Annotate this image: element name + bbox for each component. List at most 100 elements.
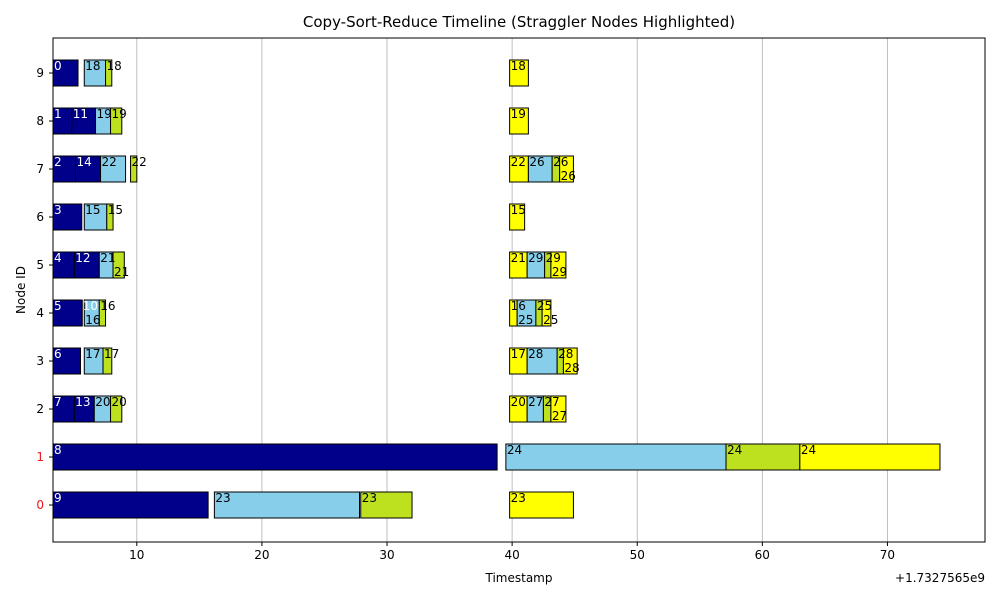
y-tick-label-5: 5 (36, 258, 44, 272)
bar-node7-sort-11 (100, 155, 127, 183)
bar-label-node5-25: 21 (511, 251, 526, 265)
bar-label-node4-32: 16 (100, 299, 115, 313)
bar-label-node7-14: 26 (529, 155, 544, 169)
bar-label-node8-5: 11 (73, 107, 88, 121)
x-tick-label-20: 20 (254, 548, 269, 562)
bar-label-node0-58: 23 (362, 491, 377, 505)
bar-label-node4-33: 16 (511, 299, 526, 313)
bar-node3-final-43 (562, 347, 578, 375)
bar-label-node4-30: 10 (83, 299, 98, 313)
x-tick-label-70: 70 (880, 548, 895, 562)
bar-label-node7-11: 22 (102, 155, 117, 169)
bar-label-node1-52: 8 (54, 443, 62, 457)
bar-node4-final-36 (541, 299, 552, 327)
bar-node1-final-55 (799, 443, 941, 471)
bar-label-node1-55: 24 (801, 443, 816, 457)
bar-label-node0-57: 23 (215, 491, 230, 505)
bar-label-node4-36: 25 (543, 313, 558, 327)
bar-label-node2-48: 20 (511, 395, 526, 409)
x-axis-offset-label: +1.7327565e9 (895, 571, 985, 585)
bar-label-node0-59: 23 (511, 491, 526, 505)
bar-label-node4-34: 25 (518, 313, 533, 327)
bar-label-node3-42: 28 (558, 347, 573, 361)
x-tick-label-30: 30 (379, 548, 394, 562)
x-tick-label-10: 10 (129, 548, 144, 562)
x-axis-title: Timestamp (485, 571, 553, 585)
bar-node4-reduce-32 (98, 299, 107, 327)
bar-label-node6-18: 15 (85, 203, 100, 217)
bar-layer (52, 59, 941, 519)
bar-label-node7-16: 26 (561, 169, 576, 183)
bar-label-node9-1: 18 (85, 59, 100, 73)
bar-label-node4-35: 25 (537, 299, 552, 313)
plot-frame (52, 37, 986, 543)
x-tick-label-60: 60 (755, 548, 770, 562)
bar-label-node5-28: 29 (552, 265, 567, 279)
bar-node8-final-8 (509, 107, 529, 135)
bar-label-node5-24: 21 (114, 265, 129, 279)
bar-node6-final-20 (509, 203, 526, 231)
y-tick-label-9: 9 (36, 66, 44, 80)
y-tick-label-0: 0 (36, 498, 44, 512)
bar-node5-copy-22 (73, 251, 100, 279)
bar-node3-reduce-39 (102, 347, 113, 375)
bar-label-node8-4: 1 (54, 107, 62, 121)
x-tick-label-40: 40 (504, 548, 519, 562)
bar-label-node5-26: 29 (528, 251, 543, 265)
bar-label-node9-3: 18 (511, 59, 526, 73)
bar-label-node0-56: 9 (54, 491, 62, 505)
bar-label-node3-38: 17 (85, 347, 100, 361)
y-tick-label-2: 2 (36, 402, 44, 416)
bar-label-node5-27: 29 (546, 251, 561, 265)
bar-node8-reduce-7 (110, 107, 123, 135)
y-tick-label-8: 8 (36, 114, 44, 128)
bar-node7-copy-10 (75, 155, 102, 183)
y-tick-label-6: 6 (36, 210, 44, 224)
bar-node9-reduce-2 (105, 59, 113, 87)
y-tick-label-4: 4 (36, 306, 44, 320)
bar-node9-final-3 (509, 59, 529, 87)
bar-label-node7-9: 2 (54, 155, 62, 169)
bar-label-node9-2: 18 (107, 59, 122, 73)
bar-node0-sort-57 (213, 491, 360, 519)
bar-label-node2-46: 20 (95, 395, 110, 409)
bar-label-node3-37: 6 (54, 347, 62, 361)
bar-label-node5-23: 21 (100, 251, 115, 265)
bar-node3-sort-41 (526, 347, 558, 375)
bar-label-node9-0: 0 (54, 59, 62, 73)
bar-node7-reduce-12 (130, 155, 138, 183)
bar-label-node2-50: 27 (544, 395, 559, 409)
y-tick-label-1: 1 (36, 450, 44, 464)
bar-node0-reduce-58 (360, 491, 413, 519)
y-tick-label-3: 3 (36, 354, 44, 368)
bar-label-node2-45: 13 (75, 395, 90, 409)
bar-label-node3-43: 28 (564, 361, 579, 375)
bar-node6-copy-17 (52, 203, 83, 231)
bar-label-node6-17: 3 (54, 203, 62, 217)
bar-label-node7-12: 22 (132, 155, 147, 169)
bar-label-node6-20: 15 (511, 203, 526, 217)
bar-label-node6-19: 15 (108, 203, 123, 217)
chart-title: Copy-Sort-Reduce Timeline (Straggler Nod… (303, 13, 735, 31)
bar-label-node5-22: 12 (75, 251, 90, 265)
bar-label-node2-49: 27 (528, 395, 543, 409)
bar-node1-sort-53 (505, 443, 727, 471)
bar-node2-final-51 (550, 395, 567, 423)
x-tick-label-50: 50 (630, 548, 645, 562)
bar-node1-copy-52 (52, 443, 498, 471)
bar-node5-reduce-24 (112, 251, 125, 279)
bar-label-node8-8: 19 (511, 107, 526, 121)
bar-label-node2-47: 20 (112, 395, 127, 409)
y-axis-title: Node ID (14, 266, 28, 314)
bar-label-node3-40: 17 (511, 347, 526, 361)
bar-label-node3-41: 28 (528, 347, 543, 361)
bar-label-node7-15: 26 (553, 155, 568, 169)
y-tick-label-7: 7 (36, 162, 44, 176)
bar-node4-copy-30 (81, 299, 83, 327)
bar-label-node7-13: 22 (511, 155, 526, 169)
bar-label-node7-10: 14 (77, 155, 92, 169)
